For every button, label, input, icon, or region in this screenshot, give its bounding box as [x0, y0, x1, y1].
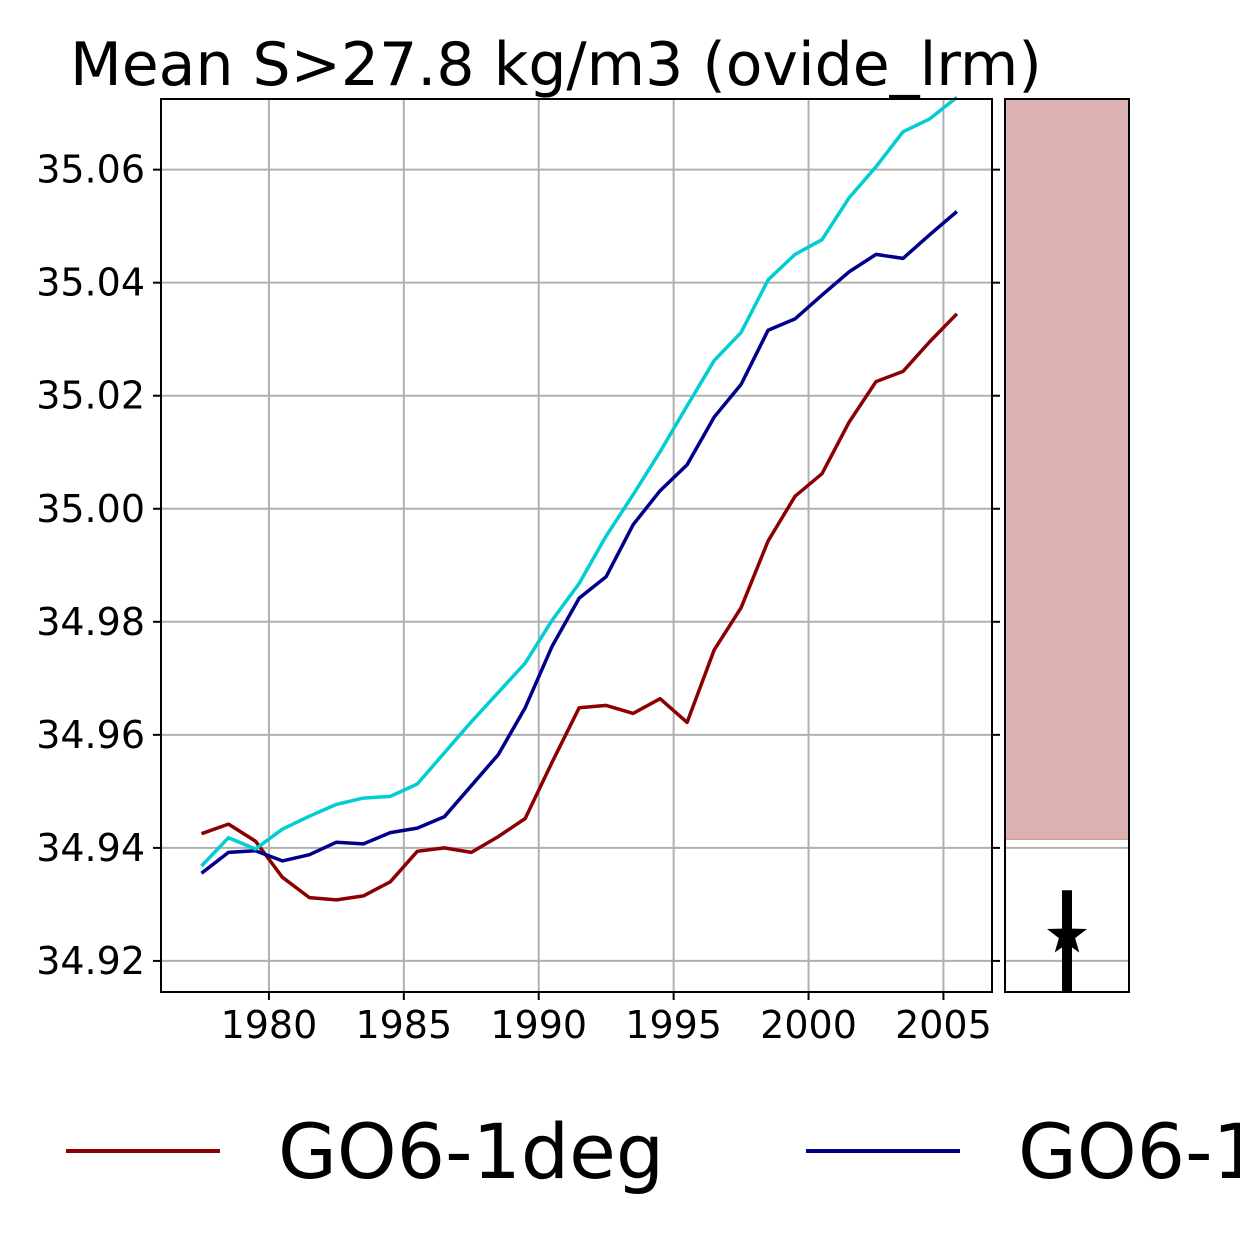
y-tick-label: 35.06	[36, 148, 145, 192]
series-line-go6-1	[200, 210, 959, 875]
x-axis-ticks: 1980 1985 1990 1995 2000 2005	[221, 992, 992, 1047]
x-tick-label: 1985	[355, 1003, 452, 1047]
main-plot-frame	[160, 98, 993, 993]
y-tick-label: 34.92	[36, 939, 145, 983]
grid-lines	[161, 99, 992, 992]
x-tick-label: 1990	[490, 1003, 587, 1047]
y-tick-label: 35.02	[36, 374, 145, 418]
legend-label-go6-1: GO6-1	[1018, 1107, 1240, 1196]
legend-label-go6-1deg: GO6-1deg	[278, 1107, 664, 1196]
side-plot-frame	[1004, 98, 1130, 993]
y-tick-label: 34.98	[36, 600, 145, 644]
x-tick-label: 2005	[895, 1003, 992, 1047]
y-tick-label: 35.04	[36, 261, 145, 305]
side-shaded-range	[1004, 98, 1130, 840]
x-tick-label: 2000	[760, 1003, 857, 1047]
side-panel	[1004, 98, 1130, 993]
chart-title: Mean S>27.8 kg/m3 (ovide_lrm)	[70, 30, 1042, 100]
y-axis-ticks: 34.92 34.94 34.96 34.98 35.00 35.02 35.04 35.06	[36, 148, 1000, 983]
series-line-go6-1deg	[200, 312, 959, 902]
series-line-series-3	[200, 95, 958, 868]
y-tick-label: 34.94	[36, 826, 145, 870]
y-tick-label: 34.96	[36, 713, 145, 757]
side-star-marker	[1047, 914, 1087, 953]
x-tick-label: 1995	[625, 1003, 722, 1047]
series-lines	[200, 95, 959, 902]
main-plot-panel: 1980 1985 1990 1995 2000 2005 34.92 34.94 34.96…	[36, 95, 1000, 1047]
y-tick-label: 35.00	[36, 487, 145, 531]
x-tick-label: 1980	[221, 1003, 318, 1047]
legend: GO6-1deg GO6-1	[66, 1107, 1240, 1196]
